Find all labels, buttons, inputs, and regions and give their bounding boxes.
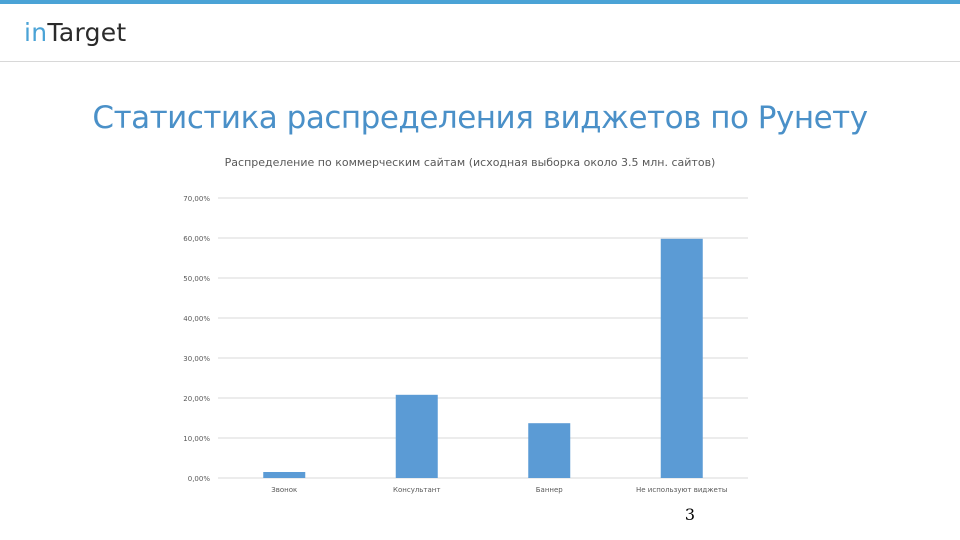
grid-layer [218,197,748,479]
chart-title: Распределение по коммерческим сайтам (ис… [224,156,716,169]
page-number: 3 [684,505,696,524]
x-tick-label: Консультант [393,486,440,494]
y-tick-label: 50,00% [183,275,210,283]
header-divider [0,61,960,62]
x-tick-label: Звонок [271,486,297,494]
y-tick-label: 10,00% [183,435,210,443]
logo-in-text: in [24,18,48,47]
y-tick-label: 70,00% [183,195,210,203]
x-axis-ticks: Звонок Консультант Баннер Не используют вид… [271,486,727,494]
y-tick-label: 40,00% [183,315,210,323]
y-axis-ticks: 0,00% 10,00% 20,00% 30,00% 40,00% 50,00% 60,00… [183,195,210,483]
bar-chart: 0,00% 10,00% 20,00% 30,00% 40,00% 50,00% 60,00… [183,195,748,494]
y-tick-label: 30,00% [183,355,210,363]
y-tick-label: 20,00% [183,395,210,403]
x-tick-label: Баннер [536,486,564,494]
bar [395,394,438,478]
bar [660,238,703,478]
bar [528,423,571,478]
x-tick-label: Не используют виджеты [636,486,727,494]
top-accent-bar [0,0,960,4]
y-tick-label: 60,00% [183,235,210,243]
bar [263,472,306,478]
bars [263,238,703,478]
logo-target-text: Target [47,18,127,47]
page-title: Статистика распределения виджетов по Рун… [92,100,868,136]
y-tick-label: 0,00% [188,475,211,483]
intarget-logo: inTarget [24,18,127,47]
